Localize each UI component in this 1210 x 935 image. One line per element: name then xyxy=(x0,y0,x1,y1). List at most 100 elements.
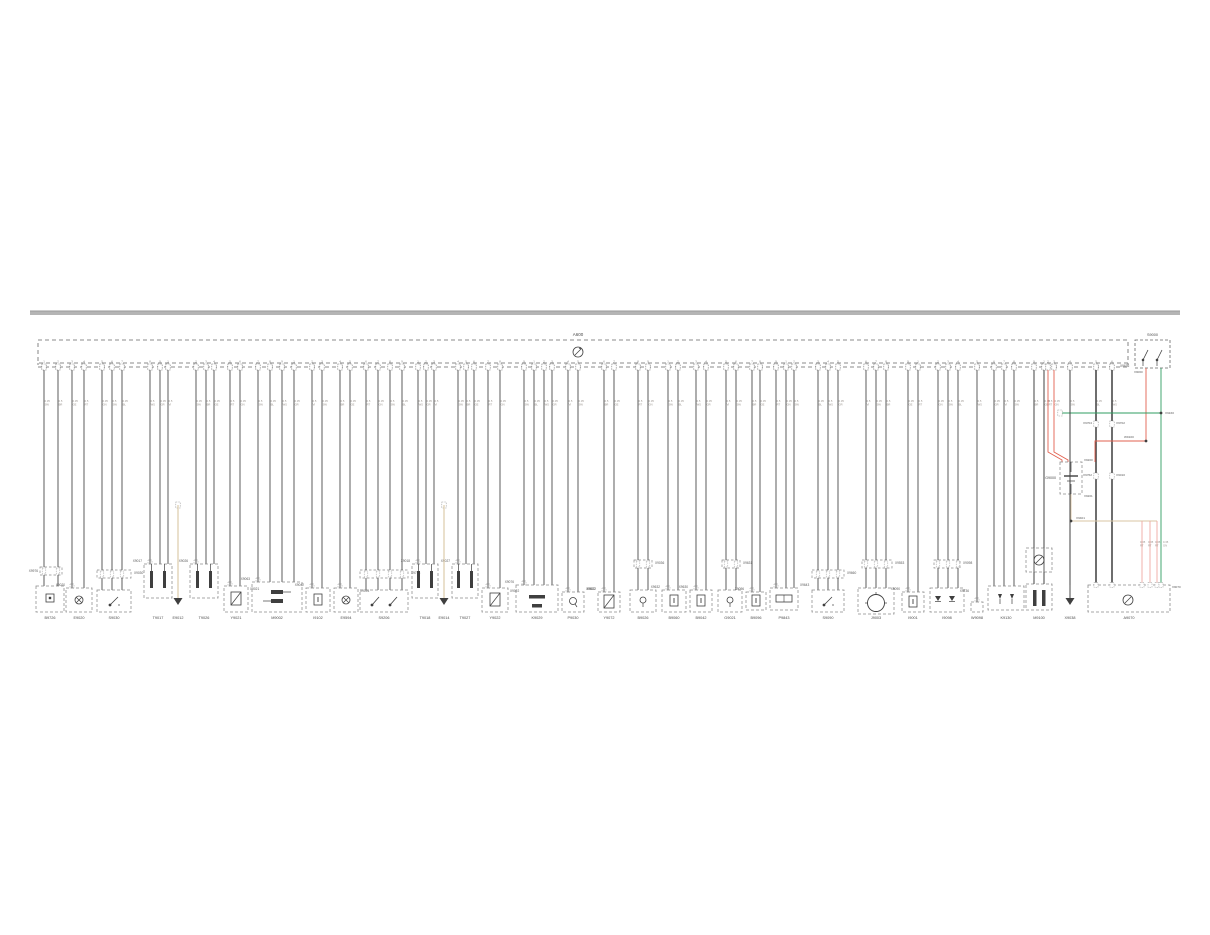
wire-spec: 0.5 xyxy=(59,399,63,403)
wire-spec: GN xyxy=(241,403,245,407)
wire-spec: RT xyxy=(1140,544,1144,548)
component-label: M9002 xyxy=(271,616,283,620)
wire-spec: GR xyxy=(839,403,843,407)
bus-pin-number: 1 xyxy=(785,360,787,364)
component-label: S9206 xyxy=(379,616,390,620)
bus-pin-number: 6 xyxy=(603,360,605,364)
bus-pin xyxy=(549,363,555,371)
component-label: B9096 xyxy=(751,616,762,620)
bus-pin-number: 4 xyxy=(567,360,569,364)
coil-symbol xyxy=(196,571,199,588)
bus-pin xyxy=(645,363,651,371)
bus-pin-number: 8 xyxy=(149,360,151,364)
bus-pin xyxy=(319,363,325,371)
contact-symbol xyxy=(1033,590,1037,606)
bus-pin-number: 1 xyxy=(917,360,919,364)
connector-label: X9976 xyxy=(29,569,38,573)
connector-pin xyxy=(1158,582,1164,588)
g9000-top-connector-label: X9200 xyxy=(1084,458,1093,462)
bus-pin xyxy=(915,363,921,371)
wire-spec: 0.35 xyxy=(761,399,767,403)
connector-pin xyxy=(815,570,821,578)
wire-spec: SW xyxy=(323,403,328,407)
valve-symbol xyxy=(230,591,242,606)
switch-symbol xyxy=(823,596,833,606)
s9000-label: S9000 xyxy=(1147,333,1158,337)
bus-pin xyxy=(1001,363,1007,371)
wire-spec: WS xyxy=(283,403,288,407)
ground-symbol-icon xyxy=(1065,598,1075,605)
wire-spec: VI xyxy=(1005,403,1008,407)
wire-spec: SW xyxy=(525,403,530,407)
connector-strip xyxy=(933,559,961,569)
bus-pin-number: 9 xyxy=(401,360,403,364)
shield-symbol-icon xyxy=(578,347,582,350)
bus-pin-number: 4 xyxy=(827,360,829,364)
wire-spec: SW xyxy=(391,403,396,407)
sensor-symbol xyxy=(48,596,52,600)
connector-label: X9660 xyxy=(847,571,856,575)
wire-spec: 0.5 xyxy=(467,399,471,403)
connector-pin xyxy=(1109,582,1115,588)
wire-spec: BR xyxy=(207,403,211,407)
wire-spec: BL xyxy=(679,403,683,407)
connector-strip xyxy=(861,559,893,569)
connector-label: X9094 xyxy=(360,589,369,593)
wire-spec: 0.35 xyxy=(649,399,655,403)
wire-spec: 0.35 xyxy=(939,399,945,403)
wire-spec: SW xyxy=(459,403,464,407)
wire-spec: BR xyxy=(1035,403,1039,407)
connector-pin xyxy=(1093,582,1099,588)
bus-pin-number: 3 xyxy=(433,360,435,364)
float-label: X9704 xyxy=(1083,421,1092,425)
bus-pin xyxy=(291,363,297,371)
bus-pin-number: 1 xyxy=(1043,360,1045,364)
bus-pin xyxy=(279,363,285,371)
wire-spec: 0.5 xyxy=(1113,399,1117,403)
bus-pin-number: 6 xyxy=(735,360,737,364)
component-box xyxy=(251,581,303,613)
bus-box xyxy=(37,339,1129,364)
connector-label: X9018 xyxy=(401,559,410,563)
bus-pin xyxy=(541,363,547,371)
wire-spec: SW xyxy=(579,403,584,407)
bus-pin xyxy=(69,363,75,371)
red-wire xyxy=(1053,370,1069,462)
connector-pin xyxy=(825,570,831,578)
diode-symbol xyxy=(949,596,955,601)
wire-spec: BR xyxy=(59,403,63,407)
component-box xyxy=(451,563,479,599)
bus-pin-number: 4 xyxy=(1069,360,1071,364)
bus-pin-number: 7 xyxy=(875,360,877,364)
bus-pin xyxy=(471,363,477,371)
bus-pin xyxy=(974,363,980,371)
wire-spec: 0.5 xyxy=(169,399,173,403)
ground-symbol-icon xyxy=(173,598,183,605)
bus-pin-number: 8 xyxy=(637,360,639,364)
bus-pin xyxy=(757,363,763,371)
shield-symbol-icon xyxy=(1124,596,1132,604)
float-label: X9702 xyxy=(1116,421,1125,425)
wire-spec: 0.35 xyxy=(161,399,167,403)
motor-symbol xyxy=(271,590,283,594)
wire-spec: 0.35 xyxy=(379,399,385,403)
wire-spec: BL xyxy=(123,403,127,407)
valve-symbol xyxy=(603,594,615,609)
bus-pin-number: 1 xyxy=(167,360,169,364)
switch-symbol xyxy=(109,596,119,606)
component-label: B9060 xyxy=(669,616,680,620)
wire-spec: 0.5 xyxy=(777,399,781,403)
wire-spec: GN xyxy=(501,403,505,407)
connector-pin xyxy=(645,560,651,568)
bus-pin xyxy=(863,363,869,371)
bus-pin-number: 8 xyxy=(885,360,887,364)
bus-pin-number: 2 xyxy=(425,360,427,364)
wire-spec: GE xyxy=(351,403,355,407)
bus-pin xyxy=(387,363,393,371)
wire-spec: GN xyxy=(379,403,383,407)
wire-spec: BL xyxy=(403,403,407,407)
wire-spec: SW xyxy=(113,403,118,407)
bus-pin-number: 4 xyxy=(705,360,707,364)
coil-symbol xyxy=(457,571,460,588)
wire-spec: 0.5 xyxy=(283,399,287,403)
